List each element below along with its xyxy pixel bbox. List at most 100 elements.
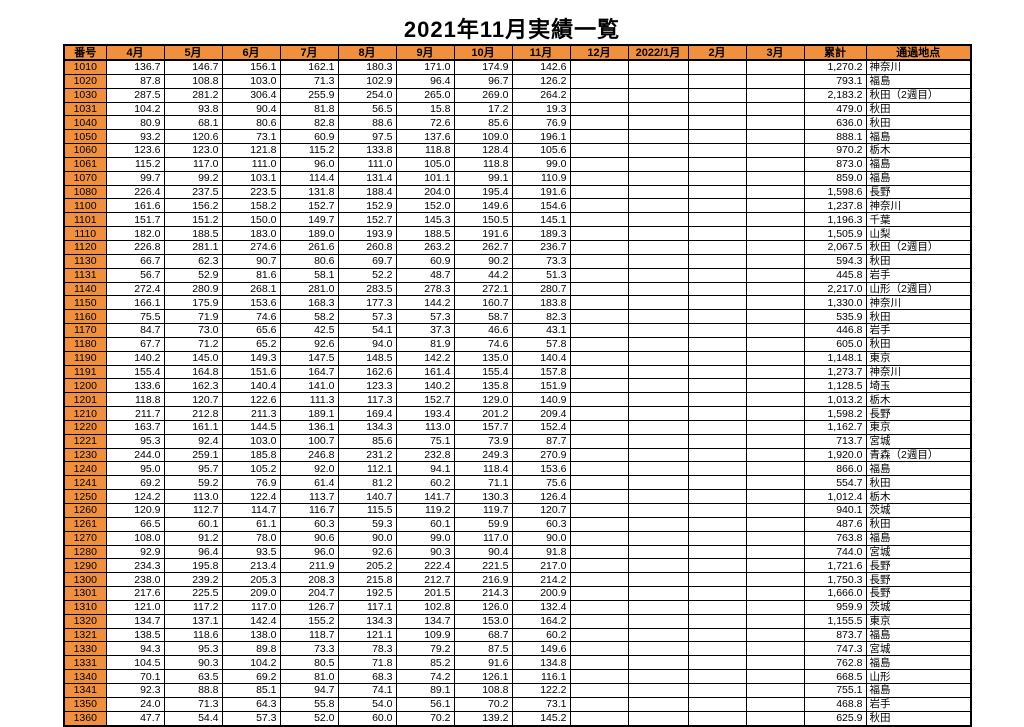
month-value-cell: 108.0 bbox=[105, 530, 165, 546]
row-number-cell: 1170 bbox=[63, 323, 107, 338]
month-value-cell: 153.6 bbox=[221, 295, 281, 311]
month-value-cell: 149.6 bbox=[453, 198, 513, 214]
month-value-cell bbox=[627, 586, 689, 601]
month-value-cell: 121.0 bbox=[105, 599, 165, 615]
table-row: 1061 115.2 117.0 111.0 96.0 111.0 105.0 118.8 99… bbox=[63, 156, 972, 172]
month-value-cell: 94.0 bbox=[337, 336, 397, 352]
month-value-cell bbox=[627, 281, 689, 297]
month-value-cell: 151.9 bbox=[511, 378, 571, 394]
column-header-6: 9月 bbox=[395, 44, 455, 61]
table-row: 1210 211.7 212.8 211.3 189.1 169.4 193.4 201.2 2… bbox=[63, 406, 972, 421]
month-value-cell: 195.8 bbox=[163, 558, 223, 574]
location-cell: 茨城 bbox=[865, 503, 972, 518]
month-value-cell: 85.2 bbox=[395, 655, 455, 671]
month-value-cell bbox=[627, 530, 689, 546]
cumulative-total-cell: 1,920.0 bbox=[803, 447, 867, 463]
month-value-cell: 120.7 bbox=[511, 503, 571, 518]
month-value-cell: 108.8 bbox=[163, 73, 223, 89]
location-cell: 福島 bbox=[865, 73, 972, 89]
month-value-cell bbox=[569, 156, 629, 172]
month-value-cell: 78.0 bbox=[221, 530, 281, 546]
month-value-cell bbox=[745, 115, 805, 131]
month-value-cell: 283.5 bbox=[337, 281, 397, 297]
row-number-cell: 1030 bbox=[63, 87, 107, 103]
month-value-cell bbox=[745, 447, 805, 463]
month-value-cell bbox=[745, 392, 805, 408]
month-value-cell: 102.8 bbox=[395, 599, 455, 615]
row-number-cell: 1120 bbox=[63, 239, 107, 255]
month-value-cell: 136.7 bbox=[105, 59, 165, 75]
location-cell: 栃木 bbox=[865, 392, 972, 408]
location-cell: 茨城 bbox=[865, 599, 972, 615]
month-value-cell: 102.9 bbox=[337, 73, 397, 89]
cumulative-total-cell: 554.7 bbox=[803, 475, 867, 491]
month-value-cell: 120.9 bbox=[105, 503, 165, 518]
table-row: 1110 182.0 188.5 183.0 189.0 193.9 188.5 191.6 1… bbox=[63, 226, 972, 241]
month-value-cell: 48.7 bbox=[395, 267, 455, 283]
month-value-cell bbox=[627, 364, 689, 380]
month-value-cell bbox=[745, 267, 805, 283]
month-value-cell: 126.7 bbox=[279, 599, 339, 615]
month-value-cell: 90.3 bbox=[163, 655, 223, 671]
cumulative-total-cell: 873.7 bbox=[803, 627, 867, 643]
month-value-cell bbox=[687, 253, 747, 269]
location-cell: 長野 bbox=[865, 406, 972, 421]
row-number-cell: 1201 bbox=[63, 392, 107, 408]
location-cell: 宮城 bbox=[865, 433, 972, 449]
month-value-cell bbox=[569, 323, 629, 338]
month-value-cell: 96.4 bbox=[163, 544, 223, 560]
month-value-cell: 74.6 bbox=[453, 336, 513, 352]
month-value-cell: 118.8 bbox=[395, 143, 455, 158]
cumulative-total-cell: 468.8 bbox=[803, 696, 867, 712]
month-value-cell: 191.6 bbox=[511, 184, 571, 200]
month-value-cell bbox=[687, 115, 747, 131]
month-value-cell bbox=[627, 198, 689, 214]
month-value-cell: 259.1 bbox=[163, 447, 223, 463]
month-value-cell bbox=[569, 530, 629, 546]
month-value-cell: 141.7 bbox=[395, 489, 455, 504]
month-value-cell bbox=[627, 433, 689, 449]
location-cell: 栃木 bbox=[865, 489, 972, 504]
month-value-cell: 81.6 bbox=[221, 267, 281, 283]
month-value-cell: 80.5 bbox=[279, 655, 339, 671]
month-value-cell: 152.4 bbox=[511, 419, 571, 435]
month-value-cell: 145.2 bbox=[511, 710, 571, 727]
cumulative-total-cell: 1,721.6 bbox=[803, 558, 867, 574]
month-value-cell: 262.7 bbox=[453, 239, 513, 255]
month-value-cell: 134.7 bbox=[105, 613, 165, 629]
month-value-cell bbox=[569, 309, 629, 325]
table-row: 1140 272.4 280.9 268.1 281.0 283.5 278.3 272.1 2… bbox=[63, 281, 972, 297]
month-value-cell: 113.7 bbox=[279, 489, 339, 504]
month-value-cell bbox=[627, 599, 689, 615]
month-value-cell bbox=[687, 129, 747, 145]
month-value-cell: 79.2 bbox=[395, 641, 455, 657]
month-value-cell bbox=[569, 170, 629, 186]
month-value-cell: 44.2 bbox=[453, 267, 513, 283]
month-value-cell: 236.7 bbox=[511, 239, 571, 255]
month-value-cell: 142.2 bbox=[395, 350, 455, 366]
month-value-cell: 95.7 bbox=[163, 461, 223, 477]
month-value-cell bbox=[687, 73, 747, 89]
month-value-cell: 85.6 bbox=[453, 115, 513, 131]
month-value-cell: 196.1 bbox=[511, 129, 571, 145]
month-value-cell: 75.5 bbox=[105, 309, 165, 325]
month-value-cell: 87.7 bbox=[511, 433, 571, 449]
month-value-cell: 87.5 bbox=[453, 641, 513, 657]
month-value-cell: 112.1 bbox=[337, 461, 397, 477]
month-value-cell: 134.7 bbox=[395, 613, 455, 629]
cumulative-total-cell: 755.1 bbox=[803, 682, 867, 698]
row-number-cell: 1061 bbox=[63, 156, 107, 172]
month-value-cell: 306.4 bbox=[221, 87, 281, 103]
row-number-cell: 1330 bbox=[63, 641, 107, 657]
month-value-cell: 115.2 bbox=[279, 143, 339, 158]
month-value-cell bbox=[687, 613, 747, 629]
month-value-cell: 57.3 bbox=[221, 710, 281, 727]
month-value-cell: 183.0 bbox=[221, 226, 281, 241]
month-value-cell: 88.8 bbox=[163, 682, 223, 698]
row-number-cell: 1040 bbox=[63, 115, 107, 131]
month-value-cell bbox=[745, 433, 805, 449]
location-cell: 長野 bbox=[865, 586, 972, 601]
month-value-cell: 117.0 bbox=[453, 530, 513, 546]
month-value-cell: 73.1 bbox=[511, 696, 571, 712]
row-number-cell: 1080 bbox=[63, 184, 107, 200]
